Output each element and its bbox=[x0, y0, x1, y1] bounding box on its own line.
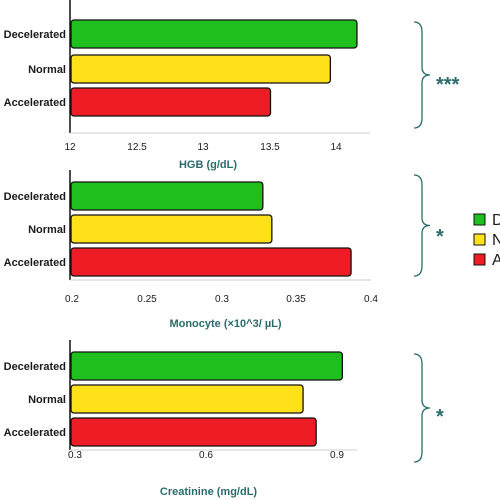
bar-normal bbox=[70, 54, 332, 84]
legend-swatch bbox=[473, 233, 486, 246]
significance-bracket bbox=[413, 353, 431, 463]
significance-marker: * bbox=[436, 406, 444, 428]
x-tick-label: 14 bbox=[330, 142, 342, 153]
legend-label: D bbox=[492, 212, 500, 229]
category-label: Normal bbox=[28, 394, 66, 406]
bar-normal bbox=[70, 384, 304, 414]
category-label: Decelerated bbox=[4, 361, 66, 373]
x-tick-label: 13 bbox=[197, 142, 209, 153]
category-label: Normal bbox=[28, 224, 66, 236]
x-tick-label: 0.2 bbox=[65, 294, 79, 305]
bar-accelerated bbox=[70, 247, 352, 277]
significance-bracket bbox=[413, 174, 431, 277]
legend-label: N bbox=[492, 232, 500, 249]
x-tick-label: 12.5 bbox=[127, 142, 147, 153]
legend-swatch bbox=[473, 213, 486, 226]
bar-decelerated bbox=[70, 181, 264, 211]
x-tick-label: 0.9 bbox=[330, 450, 344, 461]
x-tick-label: 0.25 bbox=[137, 294, 157, 305]
legend-item-normal: N bbox=[473, 232, 500, 249]
legend-label: A bbox=[492, 252, 500, 269]
x-tick-label: 12 bbox=[64, 142, 76, 153]
bar-normal bbox=[70, 214, 273, 244]
legend-item-accelerated: A bbox=[473, 252, 500, 269]
category-label: Decelerated bbox=[4, 29, 66, 41]
legend-swatch bbox=[473, 253, 486, 266]
significance-bracket bbox=[413, 21, 431, 129]
x-axis-title: Creatinine (mg/dL) bbox=[160, 486, 258, 498]
x-axis-title: HGB (g/dL) bbox=[179, 159, 237, 171]
significance-marker: *** bbox=[436, 74, 460, 96]
x-tick-label: 0.3 bbox=[215, 294, 229, 305]
x-tick-label: 13.5 bbox=[260, 142, 280, 153]
bar-accelerated bbox=[70, 87, 272, 117]
chart-panel-2: Decelerated Normal Accelerated 0.2 0.25 0.3 0.… bbox=[4, 170, 444, 330]
x-axis-title: Monocyte (×10^3/ µL) bbox=[169, 318, 281, 330]
category-label: Accelerated bbox=[4, 257, 66, 269]
bar-decelerated bbox=[70, 19, 358, 49]
category-label: Accelerated bbox=[4, 97, 66, 109]
category-label: Accelerated bbox=[4, 427, 66, 439]
category-label: Normal bbox=[28, 64, 66, 76]
category-label: Decelerated bbox=[4, 191, 66, 203]
x-tick-label: 0.6 bbox=[199, 450, 213, 461]
legend: DNA bbox=[473, 212, 500, 269]
legend-item-decelerated: D bbox=[473, 212, 500, 229]
chart-panel-1: Decelerated Normal Accelerated 12 12.5 13 13.5… bbox=[4, 0, 460, 171]
bar-decelerated bbox=[70, 351, 344, 381]
significance-marker: * bbox=[436, 226, 444, 248]
x-tick-label: 0.4 bbox=[364, 294, 378, 305]
x-tick-label: 0.35 bbox=[286, 294, 306, 305]
bar-accelerated bbox=[70, 417, 317, 447]
x-tick-label: 0.3 bbox=[68, 450, 82, 461]
